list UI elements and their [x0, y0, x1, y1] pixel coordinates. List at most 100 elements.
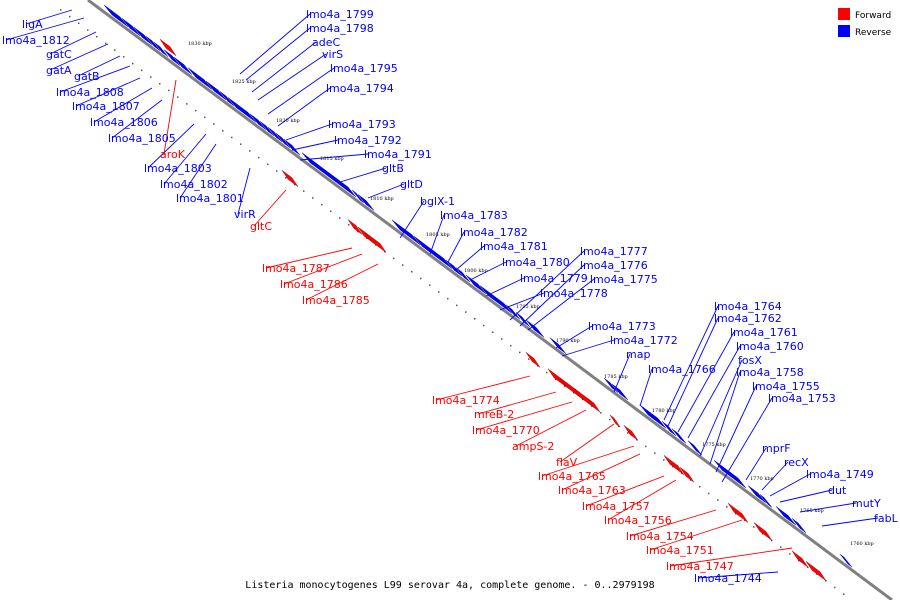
reverse-gene-block: [163, 49, 181, 66]
reverse-gene-label: lmo4a_1762: [714, 312, 782, 325]
reverse-gene-block: [205, 80, 227, 101]
track-dot: [78, 22, 80, 25]
reverse-gene-block: [133, 27, 153, 45]
forward-gene-block: [727, 502, 749, 523]
kbp-tick-label: 1780 kbp: [652, 408, 676, 414]
track-dot: [159, 82, 161, 85]
forward-gene-label: flaV: [556, 456, 578, 469]
track-dot: [258, 156, 260, 159]
forward-gene-label: lmo4a_1751: [646, 544, 714, 557]
forward-gene-label: lmo4a_1756: [604, 514, 672, 527]
reverse-leader-line: [447, 231, 465, 263]
reverse-gene-block: [413, 236, 453, 269]
forward-gene-label: mreB-2: [474, 408, 514, 421]
reverse-gene-label: lmo4a_1793: [328, 118, 396, 131]
forward-gene-label: lmo4a_1770: [472, 424, 540, 437]
reverse-leader-line: [779, 489, 833, 503]
reverse-leader-line: [75, 77, 141, 107]
reverse-gene-label: lmo4a_1792: [334, 134, 402, 147]
reverse-gene-block: [283, 139, 301, 156]
reverse-leader-line: [509, 250, 585, 321]
track-dot: [249, 150, 251, 152]
reverse-gene-block: [505, 304, 521, 320]
track-dot: [231, 136, 233, 139]
reverse-gene-label: lmo4a_1791: [364, 148, 432, 161]
reverse-leader-line: [277, 87, 331, 127]
track-dot: [132, 62, 134, 65]
kbp-tick-label: 1815 kbp: [320, 156, 344, 162]
label-leaders: [5, 9, 879, 579]
track-dot: [483, 324, 485, 327]
forward-leader-line: [163, 79, 177, 155]
forward-gene-block: [609, 414, 621, 428]
kbp-tick-label: 1820 kbp: [276, 118, 300, 124]
reverse-leader-line: [5, 17, 85, 41]
track-dot: [411, 271, 413, 273]
forward-gene-block: [805, 561, 827, 581]
track-dot: [600, 412, 602, 414]
track-dot: [546, 371, 548, 374]
reverse-gene-label: gatC: [46, 48, 72, 61]
track-dot: [726, 506, 728, 508]
reverse-gene-block: [839, 554, 853, 568]
reverse-leader-line: [267, 67, 335, 115]
reverse-gene-label: lmo4a_1808: [56, 86, 124, 99]
track-dot: [204, 116, 206, 119]
reverse-leader-line: [163, 133, 207, 185]
reverse-leader-line: [25, 9, 73, 25]
track-dot: [330, 210, 332, 213]
track-dot: [186, 103, 188, 105]
reverse-gene-block: [445, 259, 463, 277]
forward-gene-block: [573, 388, 595, 408]
reverse-gene-label: lmo4a_1760: [736, 340, 804, 353]
track-dot: [177, 96, 179, 98]
track-dot: [222, 130, 224, 132]
reverse-gene-label: lmo4a_1782: [460, 226, 528, 239]
reverse-leader-line: [715, 385, 757, 473]
forward-gene-block: [791, 550, 809, 568]
reverse-gene-block: [603, 377, 619, 393]
reverse-gene-label: lmo4a_1749: [806, 468, 874, 481]
track-dot: [492, 331, 494, 333]
reverse-gene-label: mutY: [852, 497, 881, 510]
track-dot: [699, 485, 701, 488]
track-dot: [528, 358, 530, 360]
track-dot: [627, 432, 629, 434]
forward-gene-label: lmo4a_1754: [626, 530, 694, 543]
kbp-tick-label: 1760 kbp: [850, 541, 874, 547]
forward-leader-line: [607, 479, 677, 521]
reverse-leader-line: [687, 345, 741, 439]
reverse-leader-line: [257, 53, 327, 101]
forward-gene-label: lmo4a_1765: [538, 470, 606, 483]
reverse-gene-block: [351, 189, 365, 204]
forward-gene-label: lmo4a_1757: [582, 500, 650, 513]
reverse-gene-label: recX: [784, 456, 809, 469]
reverse-gene-block: [391, 219, 421, 245]
track-dot: [303, 190, 305, 192]
legend-reverse-label: Reverse: [855, 28, 892, 38]
forward-leader-line: [435, 375, 531, 401]
reverse-gene-label: lmo4a_1758: [736, 366, 804, 379]
forward-leader-line: [283, 253, 363, 285]
forward-gene-label: lmo4a_1787: [262, 262, 330, 275]
reverse-gene-block: [775, 506, 797, 526]
reverse-gene-label: fosX: [738, 354, 762, 367]
track-dot: [843, 593, 845, 595]
kbp-tick-label: 1800 kbp: [464, 268, 488, 274]
forward-genes: [159, 39, 827, 581]
reverse-gene-label: lmo4a_1766: [648, 363, 716, 376]
track-dot: [501, 338, 503, 340]
reverse-gene-label: dut: [828, 484, 847, 497]
kbp-tick-label: 1805 kbp: [426, 232, 450, 238]
reverse-leader-line: [821, 517, 879, 527]
reverse-leader-line: [429, 214, 445, 255]
reverse-leader-line: [455, 245, 485, 271]
reverse-leader-line: [761, 461, 789, 491]
kbp-tick-label: 1785 kbp: [604, 374, 628, 380]
forward-gene-label: lmo4a_1774: [432, 394, 500, 407]
reverse-gene-label: lmo4a_1781: [480, 240, 548, 253]
track-dot: [150, 76, 152, 78]
track-dot: [519, 351, 521, 354]
track-dot: [663, 459, 665, 461]
legend-reverse-swatch: [838, 25, 850, 37]
